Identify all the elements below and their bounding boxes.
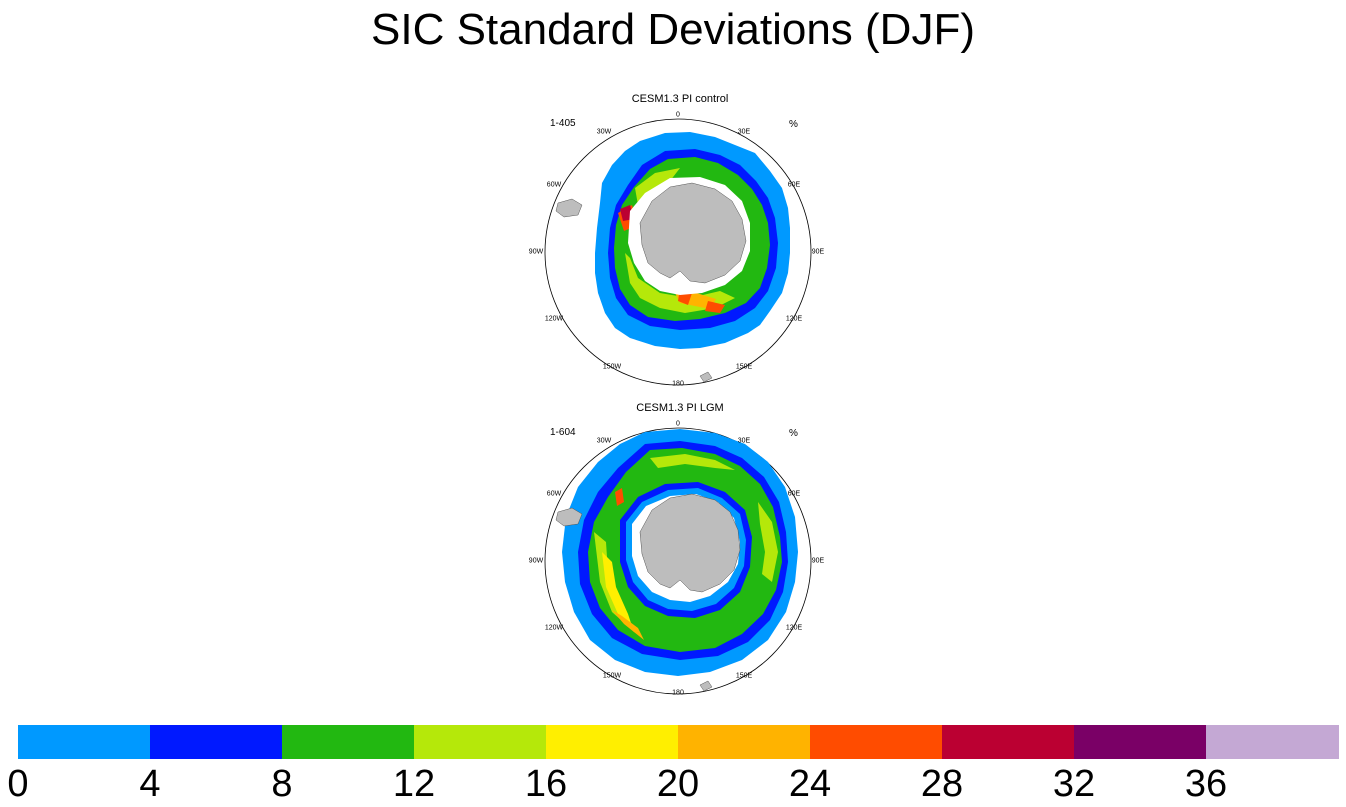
longitude-label: 90E (811, 248, 825, 256)
longitude-label: 120E (785, 315, 803, 323)
panel-title: CESM1.3 PI control (631, 93, 729, 105)
longitude-label: 150W (602, 672, 622, 680)
colorbar-segment (942, 725, 1075, 759)
antarctica-landmass (639, 182, 747, 284)
colorbar-tick-label: 28 (920, 763, 964, 805)
map-panel-pi-control: CESM1.3 PI control 1-405 % 0 30E 60E 90E 120… (520, 93, 840, 398)
ice-band-16-20-west (602, 552, 634, 632)
colorbar-tick-label: 12 (392, 763, 436, 805)
colorbar-segment (18, 725, 151, 759)
colorbar-segment (546, 725, 679, 759)
ice-band-12-16-north (650, 454, 735, 470)
colorbar-segment (810, 725, 943, 759)
colorbar (18, 725, 1339, 759)
longitude-label: 0 (676, 111, 680, 119)
polar-map-pi-control (544, 118, 812, 386)
colorbar-tick-label: 36 (1184, 763, 1228, 805)
longitude-label: 150E (735, 363, 753, 371)
figure-title: SIC Standard Deviations (DJF) (371, 5, 975, 54)
colorbar-tick-label: 24 (788, 763, 832, 805)
longitude-label: 30E (737, 128, 751, 136)
longitude-label: 60W (546, 490, 562, 498)
longitude-label: 120E (785, 624, 803, 632)
colorbar-tick-label: 8 (271, 763, 293, 805)
colorbar-segment (414, 725, 547, 759)
panel-range-label: 1-405 (550, 118, 576, 129)
panel-title: CESM1.3 PI LGM (636, 402, 724, 414)
colorbar-segment (678, 725, 811, 759)
polar-map-pi-lgm (544, 427, 812, 695)
ice-band-20-24-west (612, 610, 644, 640)
panel-range-label: 1-604 (550, 427, 576, 438)
longitude-label: 90W (528, 557, 544, 565)
ice-band-24-28-weddell (615, 488, 624, 506)
longitude-label: 30W (596, 437, 612, 445)
longitude-label: 180 (672, 689, 684, 697)
south-america-land (555, 507, 583, 527)
longitude-label: 60W (546, 181, 562, 189)
colorbar-segment (282, 725, 415, 759)
longitude-label: 30W (596, 128, 612, 136)
longitude-label: 90W (528, 248, 544, 256)
longitude-label: 150W (602, 363, 622, 371)
ice-band-24-28-east (705, 301, 725, 313)
colorbar-tick-label: 4 (139, 763, 161, 805)
longitude-label: 60E (787, 181, 801, 189)
colorbar-tick-label: 0 (7, 763, 29, 805)
map-panel-pi-lgm: CESM1.3 PI LGM 1-604 % 0 30E 60E 90E 120E 150… (520, 402, 840, 707)
new-zealand-land (699, 371, 713, 383)
longitude-label: 120W (544, 624, 564, 632)
colorbar-segment (1074, 725, 1207, 759)
south-america-land (555, 198, 583, 218)
longitude-label: 60E (787, 490, 801, 498)
colorbar-tick-label: 32 (1052, 763, 1096, 805)
colorbar-tick-label: 20 (656, 763, 700, 805)
longitude-label: 0 (676, 420, 680, 428)
longitude-label: 120W (544, 315, 564, 323)
colorbar-segment (1206, 725, 1339, 759)
longitude-label: 180 (672, 380, 684, 388)
panel-unit-label: % (789, 119, 798, 130)
colorbar-segment (150, 725, 283, 759)
colorbar-tick-label: 16 (524, 763, 568, 805)
new-zealand-land (699, 680, 713, 692)
ice-band-12-16-east (758, 502, 778, 582)
longitude-label: 90E (811, 557, 825, 565)
longitude-label: 150E (735, 672, 753, 680)
longitude-label: 30E (737, 437, 751, 445)
panel-unit-label: % (789, 428, 798, 439)
antarctica-landmass (639, 493, 741, 593)
